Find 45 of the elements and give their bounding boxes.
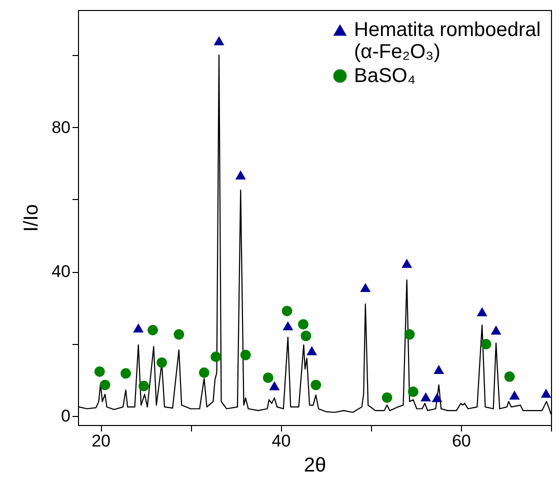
point — [298, 319, 308, 330]
point — [476, 307, 488, 316]
point — [402, 258, 412, 268]
point — [269, 381, 280, 390]
point — [540, 388, 552, 398]
legend-label: Hematita romboedral (α-Fe₂O₃) — [354, 19, 541, 63]
point — [156, 357, 168, 368]
point — [138, 380, 150, 392]
point — [300, 330, 312, 342]
point — [148, 324, 158, 336]
x-tick-label: 60 — [452, 432, 471, 450]
point — [310, 380, 322, 390]
point — [382, 392, 392, 403]
point — [240, 350, 251, 360]
point — [174, 329, 184, 340]
point — [235, 170, 246, 180]
x-tick-label: 20 — [92, 432, 110, 450]
x-axis-title: 2θ — [304, 454, 326, 476]
point — [434, 364, 444, 374]
point — [420, 392, 432, 402]
point — [404, 329, 415, 340]
point — [133, 323, 144, 332]
point — [490, 326, 502, 335]
point — [120, 368, 131, 379]
legend-label: BaSO₄ — [354, 65, 416, 87]
x-tick-label: 40 — [272, 432, 291, 450]
point — [360, 282, 371, 292]
point — [480, 338, 492, 350]
point — [504, 371, 515, 382]
point — [262, 372, 274, 383]
point — [509, 390, 520, 400]
y-tick-label: 40 — [52, 262, 70, 282]
point — [282, 306, 292, 316]
y-tick-label: 0 — [61, 406, 70, 426]
point — [432, 393, 442, 402]
point — [306, 346, 318, 356]
y-tick-label: 80 — [52, 118, 70, 137]
point — [408, 386, 418, 398]
point — [282, 321, 294, 330]
point — [100, 380, 110, 390]
point — [210, 352, 222, 362]
point — [198, 367, 210, 378]
y-axis-title: I/Io — [20, 204, 43, 232]
point — [214, 36, 224, 46]
point — [94, 366, 105, 377]
